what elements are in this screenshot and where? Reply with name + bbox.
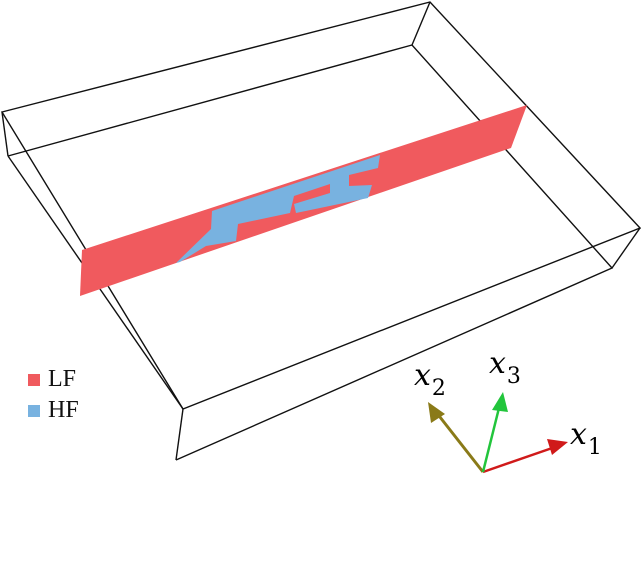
box-vertical-back [411,1,431,46]
box-vertical-left [1,111,9,157]
x2-axis-arrow [434,411,485,473]
x1-axis-label: x1 [570,417,602,460]
box-vertical-right [611,227,641,269]
legend-swatch-lf [28,373,40,386]
box-inner-edge [7,44,614,461]
x2-arrowhead [428,402,445,423]
fault-region-lf [80,105,527,296]
legend-label-lf: LF [48,366,77,392]
legend: LF HF [28,364,79,426]
legend-label-hf: HF [48,397,79,423]
x3-axis-arrow [481,403,502,473]
legend-item-lf: LF [28,364,79,395]
x2-axis-label: x2 [414,358,446,401]
domain-box [0,1,641,461]
fault-region-hf [176,155,380,263]
legend-swatch-hf [28,404,40,417]
x1-axis-arrow [482,444,559,474]
x1-arrowhead [547,439,568,455]
axis-triad: x1 x2 x3 [414,346,602,474]
box-vertical-front [175,408,184,461]
legend-item-hf: HF [28,395,79,426]
x3-axis-label: x3 [489,346,521,389]
x3-arrowhead [492,392,508,412]
fault-plane [80,105,527,296]
